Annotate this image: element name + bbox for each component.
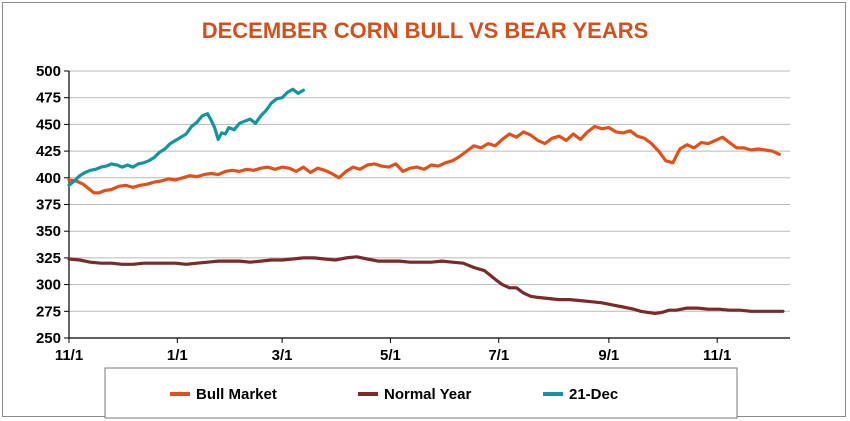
series-line-3 [67,87,305,187]
x-tick-label: 11/1 [703,347,731,364]
legend-label: Normal Year [384,386,471,403]
series-line-1 [67,124,781,195]
legend-box [104,367,738,419]
y-tick-label: 450 [36,116,61,133]
x-axis-ticks: 11/1 1/1 3/1 5/1 7/1 9/1 11/1 [55,338,731,364]
chart-title: DECEMBER CORN BULL VS BEAR YEARS [202,18,649,43]
x-tick-label: 7/1 [488,347,509,364]
y-tick-label: 375 [36,197,61,214]
y-tick-label: 500 [36,63,61,80]
series-lines [67,87,785,315]
legend-label: Bull Market [196,386,277,403]
y-tick-label: 400 [36,170,61,187]
series-line-2 [67,255,785,315]
legend-label: 21-Dec [569,386,618,403]
y-tick-label: 350 [36,223,61,240]
x-tick-label: 5/1 [380,347,401,364]
x-tick-label: 11/1 [55,347,83,364]
x-tick-label: 9/1 [598,347,619,364]
gridlines [69,70,790,339]
y-axis-ticks: 250 275 300 325 350 375 400 425 450 475 500 [36,63,69,347]
y-tick-label: 425 [36,143,61,160]
y-tick-label: 300 [36,277,61,294]
y-tick-label: 325 [36,250,61,267]
y-tick-label: 275 [36,303,61,320]
y-tick-label: 475 [36,90,61,107]
y-tick-label: 250 [36,330,61,347]
x-tick-label: 3/1 [272,347,293,364]
x-tick-label: 1/1 [167,347,188,364]
legend: Bull Market Normal Year 21-Dec [170,386,618,403]
